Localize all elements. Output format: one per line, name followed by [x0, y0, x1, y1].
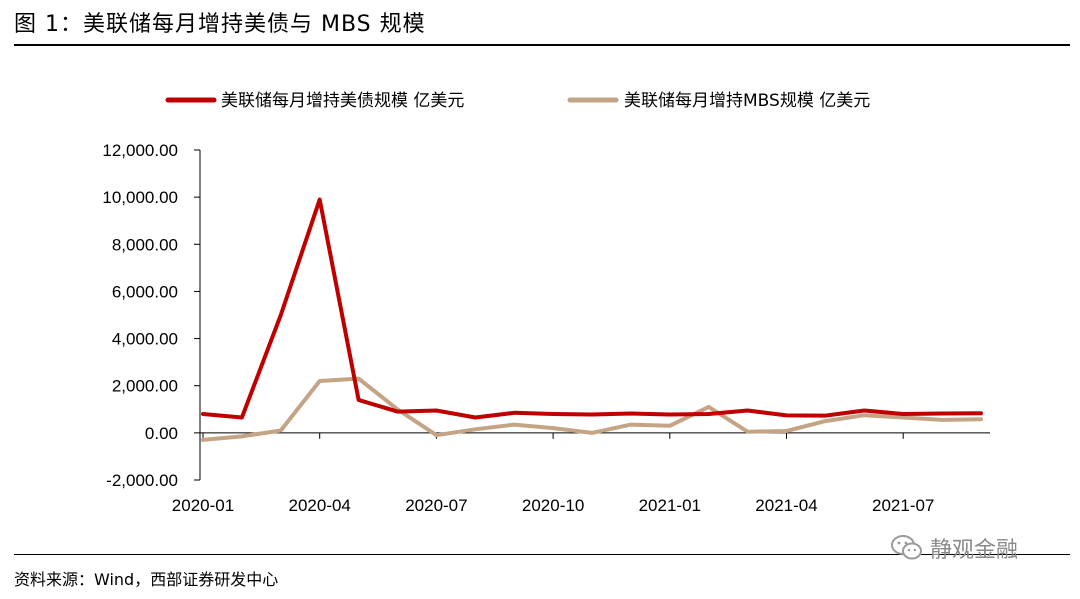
title-rule	[14, 44, 1070, 46]
y-tick-label: 4,000.00	[112, 330, 178, 349]
x-axis: 2020-01 2020-04 2020-07 2020-10 2021-01 2021-…	[172, 432, 990, 515]
y-tick-label: 10,000.00	[102, 188, 178, 207]
y-tick-label: 8,000.00	[112, 235, 178, 254]
source-note: 资料来源：Wind，西部证券研发中心	[14, 570, 279, 589]
x-tick-label: 2020-01	[172, 496, 234, 515]
x-tick-label: 2021-01	[639, 496, 701, 515]
x-tick-label: 2020-04	[289, 496, 351, 515]
series-lines	[201, 197, 983, 442]
y-tick-label: 2,000.00	[112, 377, 178, 396]
figure-title: 图 1：美联储每月增持美债与 MBS 规模	[14, 12, 426, 37]
legend-label-1: 美联储每月增持MBS规模 亿美元	[624, 91, 870, 111]
y-tick-label: -2,000.00	[106, 471, 178, 490]
watermark: 静观金融	[890, 532, 1018, 564]
y-tick-label: 0.00	[145, 424, 178, 443]
watermark-text: 静观金融	[930, 538, 1019, 563]
x-tick-label: 2021-04	[755, 496, 817, 515]
legend-label-0: 美联储每月增持美债规模 亿美元	[221, 91, 464, 111]
x-tick-label: 2020-10	[522, 496, 584, 515]
y-tick-label: 6,000.00	[112, 282, 178, 301]
source-rule	[14, 554, 1070, 555]
wechat-icon	[891, 535, 922, 560]
x-tick-label: 2020-07	[405, 496, 467, 515]
y-axis: -2,000.00 0.00 2,000.00 4,000.00 6,000.00 8,0…	[102, 141, 201, 490]
legend: 美联储每月增持美债规模 亿美元 美联储每月增持MBS规模 亿美元	[165, 91, 870, 111]
series-line-0	[201, 197, 983, 420]
y-tick-label: 12,000.00	[102, 141, 178, 160]
series-line-1	[201, 376, 983, 442]
x-tick-label: 2021-07	[872, 496, 934, 515]
